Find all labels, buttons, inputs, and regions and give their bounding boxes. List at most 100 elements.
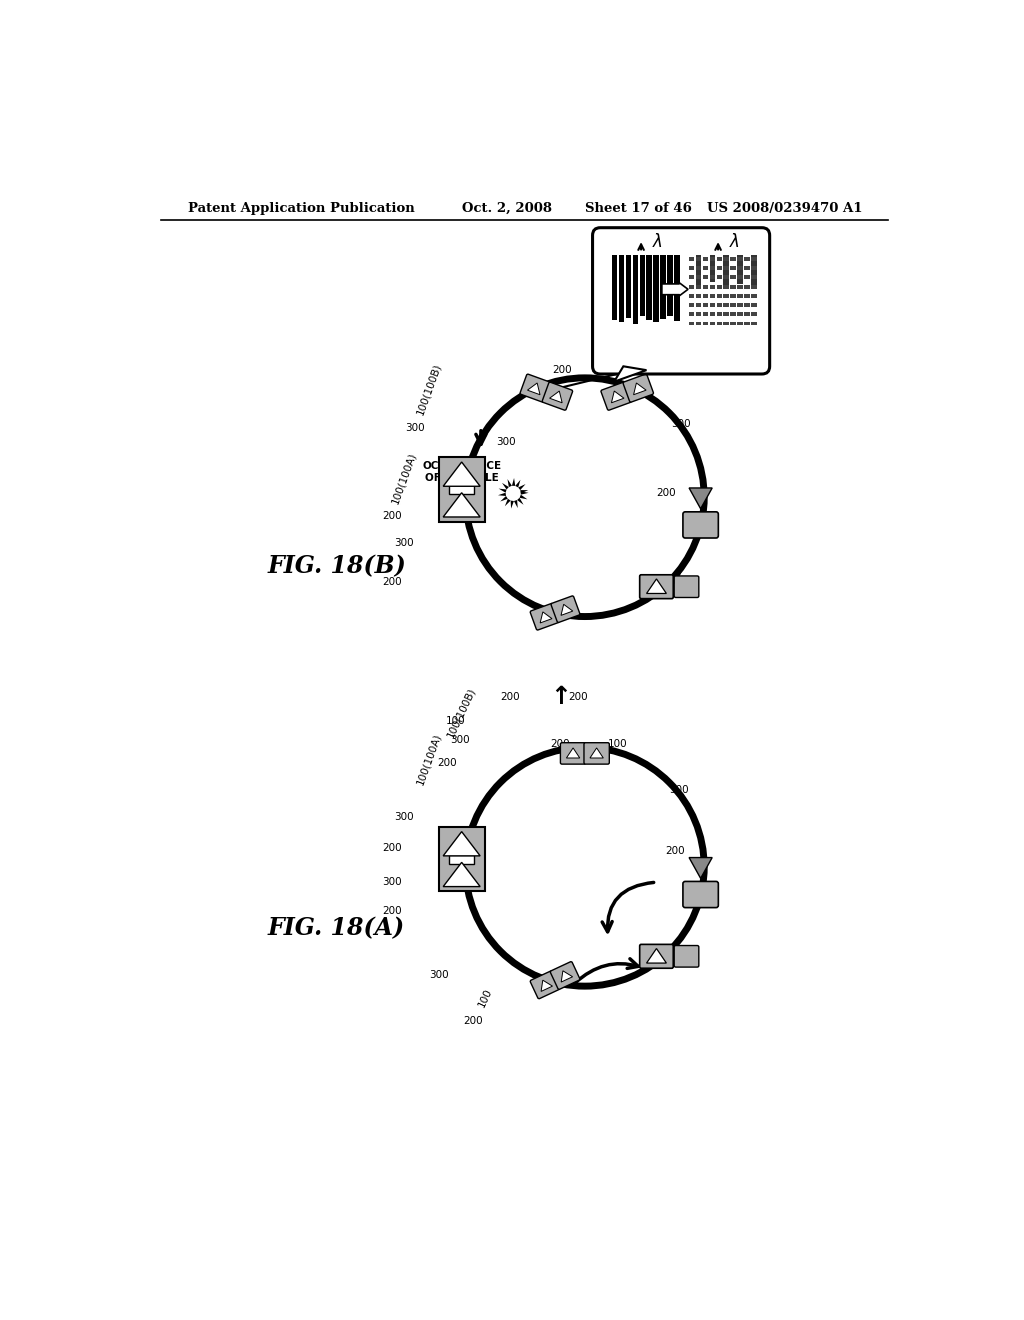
- Polygon shape: [527, 383, 540, 395]
- Bar: [744, 285, 750, 289]
- Text: 200: 200: [383, 577, 402, 587]
- Polygon shape: [515, 479, 520, 487]
- Bar: [689, 304, 694, 308]
- Bar: [710, 257, 715, 261]
- Bar: [702, 257, 708, 261]
- FancyBboxPatch shape: [551, 595, 580, 623]
- Bar: [689, 257, 694, 261]
- Text: 200: 200: [552, 366, 571, 375]
- Bar: [730, 257, 736, 261]
- Polygon shape: [511, 500, 514, 508]
- FancyBboxPatch shape: [543, 383, 572, 411]
- Polygon shape: [541, 612, 552, 623]
- Bar: [702, 313, 708, 317]
- Text: 300: 300: [672, 418, 691, 429]
- Polygon shape: [689, 858, 712, 878]
- Bar: [710, 322, 715, 326]
- Text: 200: 200: [464, 1016, 483, 1026]
- Bar: [717, 276, 722, 280]
- Polygon shape: [611, 391, 624, 403]
- Bar: [689, 294, 694, 298]
- Bar: [633, 255, 638, 323]
- Bar: [717, 257, 722, 261]
- Text: 100: 100: [608, 739, 628, 748]
- Bar: [695, 322, 701, 326]
- Polygon shape: [520, 491, 528, 495]
- Polygon shape: [443, 492, 480, 517]
- Bar: [737, 257, 742, 261]
- Text: US 2008/0239470 A1: US 2008/0239470 A1: [707, 202, 862, 215]
- Bar: [752, 255, 757, 286]
- Bar: [717, 285, 722, 289]
- Bar: [695, 255, 701, 285]
- Polygon shape: [590, 748, 603, 758]
- Bar: [702, 304, 708, 308]
- Polygon shape: [512, 478, 515, 486]
- Bar: [752, 322, 757, 326]
- Bar: [449, 854, 474, 863]
- Bar: [752, 313, 757, 317]
- Polygon shape: [561, 605, 572, 615]
- Bar: [752, 267, 757, 271]
- Text: 200: 200: [656, 488, 676, 499]
- Polygon shape: [634, 383, 646, 395]
- FancyBboxPatch shape: [674, 576, 698, 598]
- Bar: [752, 294, 757, 298]
- Bar: [717, 267, 722, 271]
- Bar: [730, 267, 736, 271]
- FancyBboxPatch shape: [530, 603, 559, 630]
- Bar: [702, 276, 708, 280]
- Bar: [744, 294, 750, 298]
- Text: 300: 300: [429, 970, 449, 979]
- Bar: [737, 255, 742, 284]
- FancyBboxPatch shape: [601, 383, 632, 411]
- Bar: [717, 322, 722, 326]
- Bar: [689, 322, 694, 326]
- Bar: [744, 322, 750, 326]
- Bar: [710, 285, 715, 289]
- Text: 200: 200: [383, 842, 402, 853]
- Polygon shape: [443, 832, 480, 855]
- Bar: [737, 276, 742, 280]
- Polygon shape: [517, 498, 523, 504]
- Text: 300: 300: [383, 878, 402, 887]
- Bar: [710, 294, 715, 298]
- Bar: [689, 285, 694, 289]
- Bar: [710, 304, 715, 308]
- Text: 200: 200: [383, 907, 402, 916]
- Polygon shape: [566, 748, 580, 758]
- Bar: [724, 257, 729, 261]
- FancyBboxPatch shape: [683, 882, 719, 908]
- Text: 100(100A): 100(100A): [390, 450, 418, 506]
- Bar: [730, 313, 736, 317]
- Bar: [730, 304, 736, 308]
- Text: 300: 300: [406, 422, 425, 433]
- FancyBboxPatch shape: [640, 574, 673, 599]
- Bar: [646, 255, 652, 321]
- Bar: [744, 313, 750, 317]
- Bar: [724, 304, 729, 308]
- Text: 300: 300: [451, 735, 470, 744]
- Bar: [744, 267, 750, 271]
- Text: 100: 100: [446, 715, 466, 726]
- Bar: [752, 257, 757, 261]
- Polygon shape: [614, 367, 646, 381]
- Text: 100: 100: [476, 986, 494, 1008]
- FancyBboxPatch shape: [683, 512, 719, 539]
- Text: 300: 300: [394, 812, 414, 822]
- FancyBboxPatch shape: [530, 972, 560, 999]
- Bar: [449, 484, 474, 494]
- Bar: [744, 276, 750, 280]
- FancyArrow shape: [662, 282, 688, 296]
- Bar: [695, 257, 701, 261]
- Bar: [730, 276, 736, 280]
- FancyBboxPatch shape: [550, 962, 580, 990]
- FancyBboxPatch shape: [560, 743, 586, 764]
- Bar: [668, 255, 673, 317]
- Polygon shape: [689, 488, 712, 508]
- Bar: [695, 276, 701, 280]
- Bar: [724, 285, 729, 289]
- Text: Oct. 2, 2008: Oct. 2, 2008: [462, 202, 552, 215]
- Bar: [695, 313, 701, 317]
- Text: 300: 300: [394, 539, 414, 548]
